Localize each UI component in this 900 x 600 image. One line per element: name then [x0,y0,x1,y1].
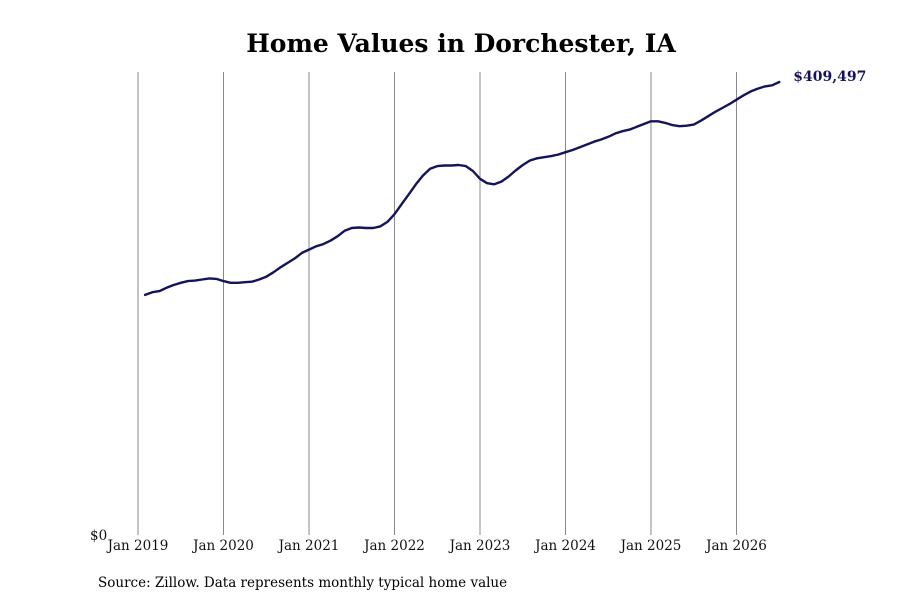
source-note: Source: Zillow. Data represents monthly … [98,575,507,591]
chart-title: Home Values in Dorchester, IA [246,29,676,58]
vertical-gridlines [137,72,737,535]
y-tick-label-zero: $0 [90,528,107,544]
x-tick-label: Jan 2021 [277,538,340,554]
series-line [143,80,781,297]
x-tick-label: Jan 2020 [191,538,254,554]
x-tick-label: Jan 2019 [106,538,169,554]
end-value-label: $409,497 [793,69,866,85]
x-tick-label: Jan 2022 [362,538,425,554]
x-axis-ticks: Jan 2019 Jan 2020 Jan 2021 Jan 2022 Jan 2023… [106,538,767,554]
x-tick-label: Jan 2026 [704,538,767,554]
x-tick-label: Jan 2023 [448,538,511,554]
x-tick-label: Jan 2025 [619,538,682,554]
x-tick-label: Jan 2024 [533,538,596,554]
